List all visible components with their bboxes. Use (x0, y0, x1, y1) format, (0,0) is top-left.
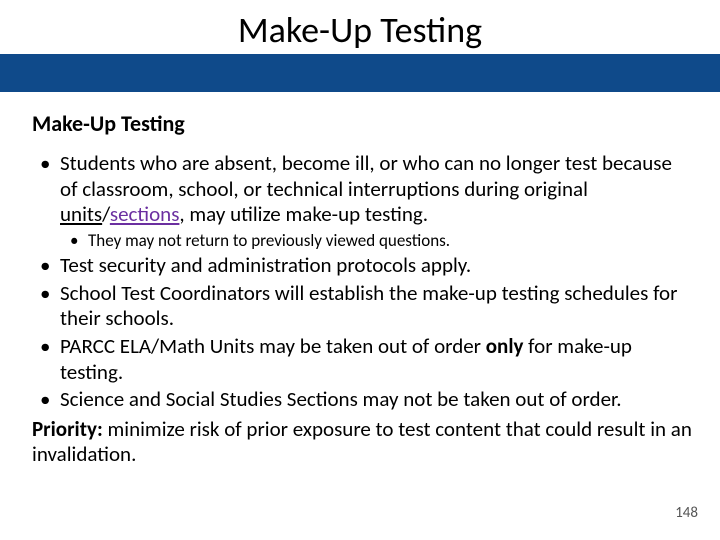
text-segment: / (102, 201, 110, 227)
section-heading: Make-Up Testing (32, 110, 692, 137)
text-segment: Science and Social Studies Sections may … (60, 386, 622, 412)
sub-bullet-item: They may not return to previously viewed… (60, 230, 692, 251)
text-segment: They may not return to previously viewed… (88, 230, 450, 251)
text-segment: School Test Coordinators will establish … (60, 280, 677, 332)
title-blue-band (0, 54, 720, 92)
text-segment: , may utilize make-up testing. (179, 201, 428, 227)
title-band: Make-Up Testing (0, 0, 720, 92)
bullet-item: Students who are absent, become ill, or … (32, 151, 692, 251)
text-segment: Students who are absent, become ill, or … (60, 150, 672, 202)
priority-label: Priority: (32, 416, 103, 442)
bullet-item: PARCC ELA/Math Units may be taken out of… (32, 334, 692, 385)
bullet-list: Students who are absent, become ill, or … (32, 151, 692, 413)
text-segment: only (486, 333, 524, 359)
bullet-item: Science and Social Studies Sections may … (32, 387, 692, 413)
bullet-item: Test security and administration protoco… (32, 253, 692, 279)
text-segment: sections (110, 201, 180, 227)
text-segment: Test security and administration protoco… (60, 252, 471, 278)
page-number: 148 (675, 504, 698, 522)
bullet-item: School Test Coordinators will establish … (32, 281, 692, 332)
text-segment: units (60, 201, 102, 227)
slide-title: Make-Up Testing (0, 8, 720, 52)
priority-line: Priority: minimize risk of prior exposur… (32, 417, 692, 468)
content-area: Make-Up Testing Students who are absent,… (0, 92, 720, 468)
text-segment: PARCC ELA/Math Units may be taken out of… (60, 333, 486, 359)
sub-bullet-list: They may not return to previously viewed… (60, 230, 692, 251)
priority-text: minimize risk of prior exposure to test … (32, 416, 692, 468)
